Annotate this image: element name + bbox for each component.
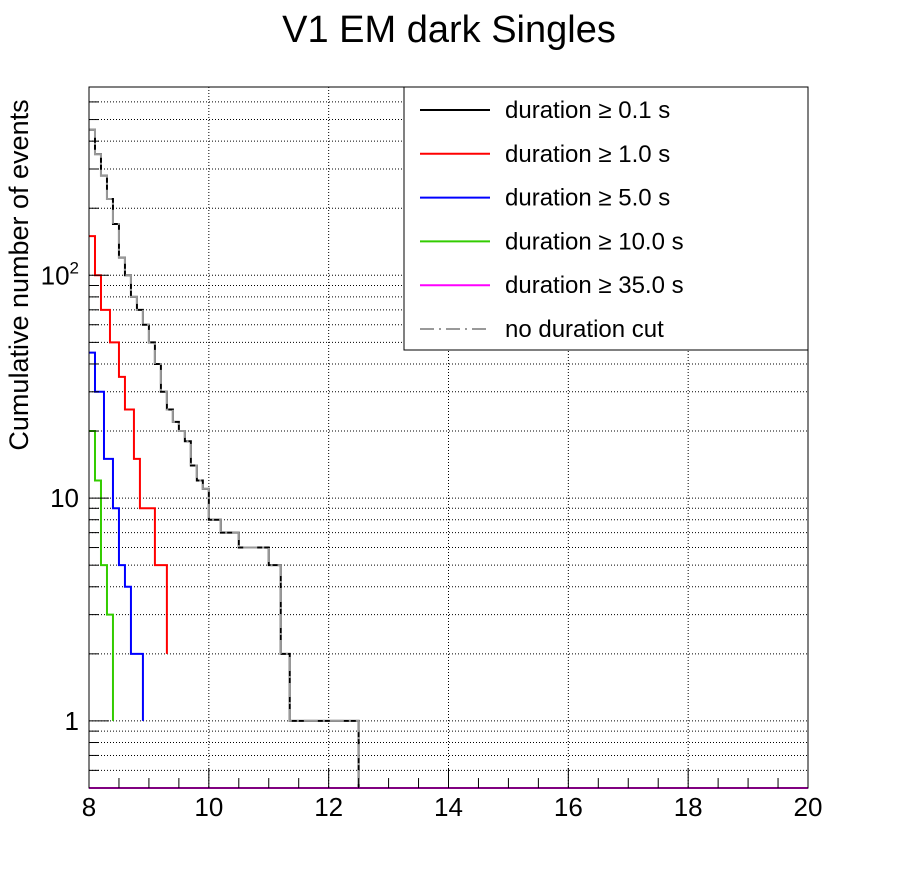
legend-box xyxy=(403,86,809,351)
x-tick-label: 12 xyxy=(314,792,343,822)
series-line-3 xyxy=(89,351,144,721)
series-line-6 xyxy=(89,128,360,788)
chart-title: V1 EM dark Singles xyxy=(282,9,616,51)
legend-label: duration ≥ 35.0 s xyxy=(505,272,684,299)
x-tick-label: 18 xyxy=(674,792,703,822)
x-tick-label: 14 xyxy=(434,792,463,822)
y-tick-label: 1 xyxy=(65,706,79,736)
series-line-4 xyxy=(89,430,114,721)
series-line-1 xyxy=(89,128,360,788)
y-tick-label: 102 xyxy=(41,258,79,290)
legend-label: duration ≥ 1.0 s xyxy=(505,141,670,168)
axes: 8 10 12 14 16 18 20 1 10 102 xyxy=(41,101,823,822)
legend-label: duration ≥ 5.0 s xyxy=(505,185,670,212)
legend: duration ≥ 0.1 s duration ≥ 1.0 s duration… xyxy=(403,86,809,351)
y-axis-label: Cumulative number of events xyxy=(4,99,34,450)
x-tick-label: 8 xyxy=(82,792,96,822)
legend-label: duration ≥ 10.0 s xyxy=(505,228,684,255)
x-tick-label: 16 xyxy=(554,792,583,822)
x-tick-label: 20 xyxy=(794,792,823,822)
series-line-2 xyxy=(89,235,168,654)
legend-label: duration ≥ 0.1 s xyxy=(505,97,670,124)
y-tick-label: 10 xyxy=(50,483,79,513)
legend-label: no duration cut xyxy=(505,316,664,343)
x-tick-label: 10 xyxy=(194,792,223,822)
